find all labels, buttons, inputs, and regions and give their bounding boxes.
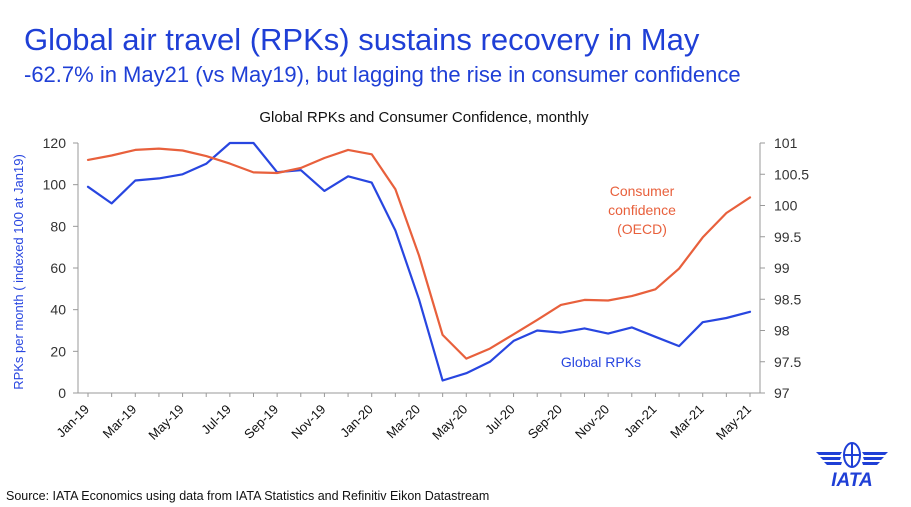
- y-tick-label-left: 60: [50, 260, 66, 276]
- x-tick-label: Sep-20: [525, 402, 565, 442]
- y-tick-label-left: 0: [58, 385, 66, 401]
- y-axis-label: RPKs per month ( indexed 100 at Jan19): [11, 154, 26, 390]
- y-tick-label-right: 100.5: [774, 166, 809, 182]
- x-tick-label: Mar-19: [100, 402, 140, 442]
- iata-logo: IATA: [816, 442, 888, 490]
- page-title: Global air travel (RPKs) sustains recove…: [24, 22, 700, 57]
- y-tick-label-left: 40: [50, 302, 66, 318]
- x-tick-label: May-20: [429, 402, 470, 443]
- y-tick-label-right: 99: [774, 260, 790, 276]
- y-tick-label-left: 20: [50, 343, 66, 359]
- iata-globe-icon: [843, 442, 861, 468]
- y-tick-label-left: 80: [50, 218, 66, 234]
- x-tick-label: Mar-20: [383, 402, 423, 442]
- y-tick-label-right: 99.5: [774, 229, 801, 245]
- y-tick-label-right: 97: [774, 385, 790, 401]
- y-tick-label-right: 101: [774, 135, 798, 151]
- page-subtitle: -62.7% in May21 (vs May19), but lagging …: [24, 62, 741, 87]
- chart-title: Global RPKs and Consumer Confidence, mon…: [259, 109, 589, 126]
- series-label-global-rpks: Global RPKs: [561, 354, 641, 370]
- x-tick-label: May-21: [713, 402, 754, 443]
- x-tick-label: Jan-21: [621, 402, 660, 441]
- x-tick-label: Jan-20: [337, 402, 376, 441]
- x-tick-label: Jul-19: [198, 402, 234, 438]
- x-tick-label: Sep-19: [241, 402, 281, 442]
- y-tick-label-right: 98: [774, 323, 790, 339]
- y-tick-label-right: 98.5: [774, 291, 801, 307]
- series-line-consumer-confidence: [86, 147, 752, 360]
- iata-wings-icon: [816, 452, 888, 465]
- series-line-global-rpks: [86, 141, 752, 382]
- series-label-consumer-confidence: Consumer: [610, 183, 675, 199]
- x-tick-label: Nov-20: [572, 402, 612, 442]
- y-tick-label-right: 97.5: [774, 354, 801, 370]
- x-tick-label: Jul-20: [482, 402, 518, 438]
- x-tick-label: Jan-19: [53, 402, 92, 441]
- x-tick-label: Nov-19: [288, 402, 328, 442]
- x-tick-label: May-19: [145, 402, 186, 443]
- source-note: Source: IATA Economics using data from I…: [6, 489, 490, 503]
- line-chart: Global RPKs and Consumer Confidence, mon…: [11, 109, 809, 443]
- x-tick-label: Mar-21: [667, 402, 707, 442]
- series-label-consumer-confidence: confidence: [608, 202, 676, 218]
- series-label-consumer-confidence: (OECD): [617, 221, 667, 237]
- y-tick-label-right: 100: [774, 198, 798, 214]
- y-tick-label-left: 100: [43, 177, 67, 193]
- iata-logo-text: IATA: [831, 470, 873, 490]
- y-tick-label-left: 120: [43, 135, 67, 151]
